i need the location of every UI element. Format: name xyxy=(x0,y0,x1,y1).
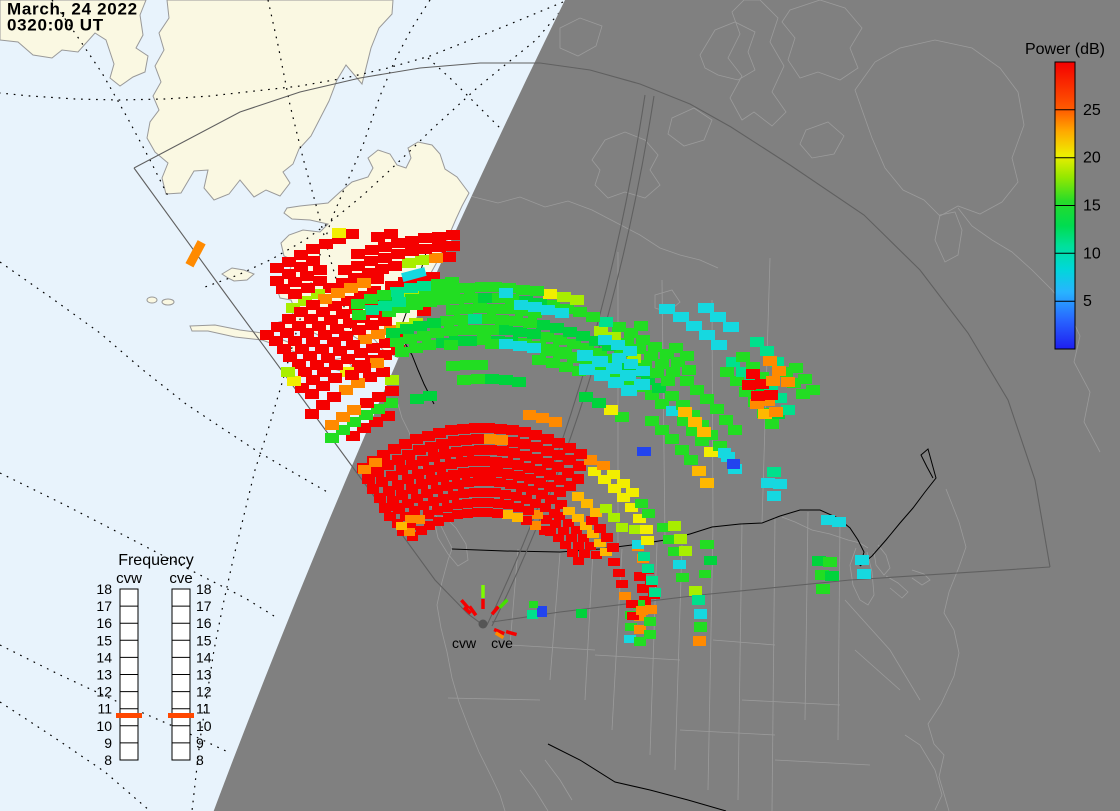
svg-text:25: 25 xyxy=(1083,102,1101,119)
svg-text:18: 18 xyxy=(196,581,212,597)
svg-text:cvw: cvw xyxy=(116,570,142,587)
svg-text:12: 12 xyxy=(196,684,212,700)
svg-text:March, 24 2022: March, 24 2022 xyxy=(7,0,138,19)
svg-text:10: 10 xyxy=(96,718,112,734)
svg-text:17: 17 xyxy=(96,598,112,614)
svg-text:16: 16 xyxy=(196,615,212,631)
svg-text:cve: cve xyxy=(491,635,513,651)
svg-text:13: 13 xyxy=(196,667,212,683)
svg-text:16: 16 xyxy=(96,615,112,631)
svg-text:11: 11 xyxy=(196,701,211,717)
svg-text:9: 9 xyxy=(104,735,112,751)
svg-text:9: 9 xyxy=(196,735,204,751)
svg-text:15: 15 xyxy=(1083,198,1101,215)
svg-text:12: 12 xyxy=(96,684,112,700)
svg-text:10: 10 xyxy=(1083,245,1101,262)
svg-text:18: 18 xyxy=(96,581,112,597)
svg-text:10: 10 xyxy=(196,718,212,734)
svg-text:0320:00 UT: 0320:00 UT xyxy=(7,16,104,35)
svg-text:15: 15 xyxy=(96,632,112,648)
svg-text:14: 14 xyxy=(96,649,112,665)
svg-text:cvw: cvw xyxy=(452,635,477,651)
svg-text:11: 11 xyxy=(97,701,112,717)
svg-text:cve: cve xyxy=(169,570,192,587)
svg-text:20: 20 xyxy=(1083,150,1101,167)
svg-text:Frequency: Frequency xyxy=(118,552,194,569)
svg-text:17: 17 xyxy=(196,598,212,614)
svg-text:5: 5 xyxy=(1083,293,1092,310)
svg-text:8: 8 xyxy=(104,752,112,768)
svg-text:Power (dB): Power (dB) xyxy=(1025,41,1105,58)
svg-text:8: 8 xyxy=(196,752,204,768)
svg-text:14: 14 xyxy=(196,649,212,665)
svg-text:15: 15 xyxy=(196,632,212,648)
svg-text:13: 13 xyxy=(96,667,112,683)
